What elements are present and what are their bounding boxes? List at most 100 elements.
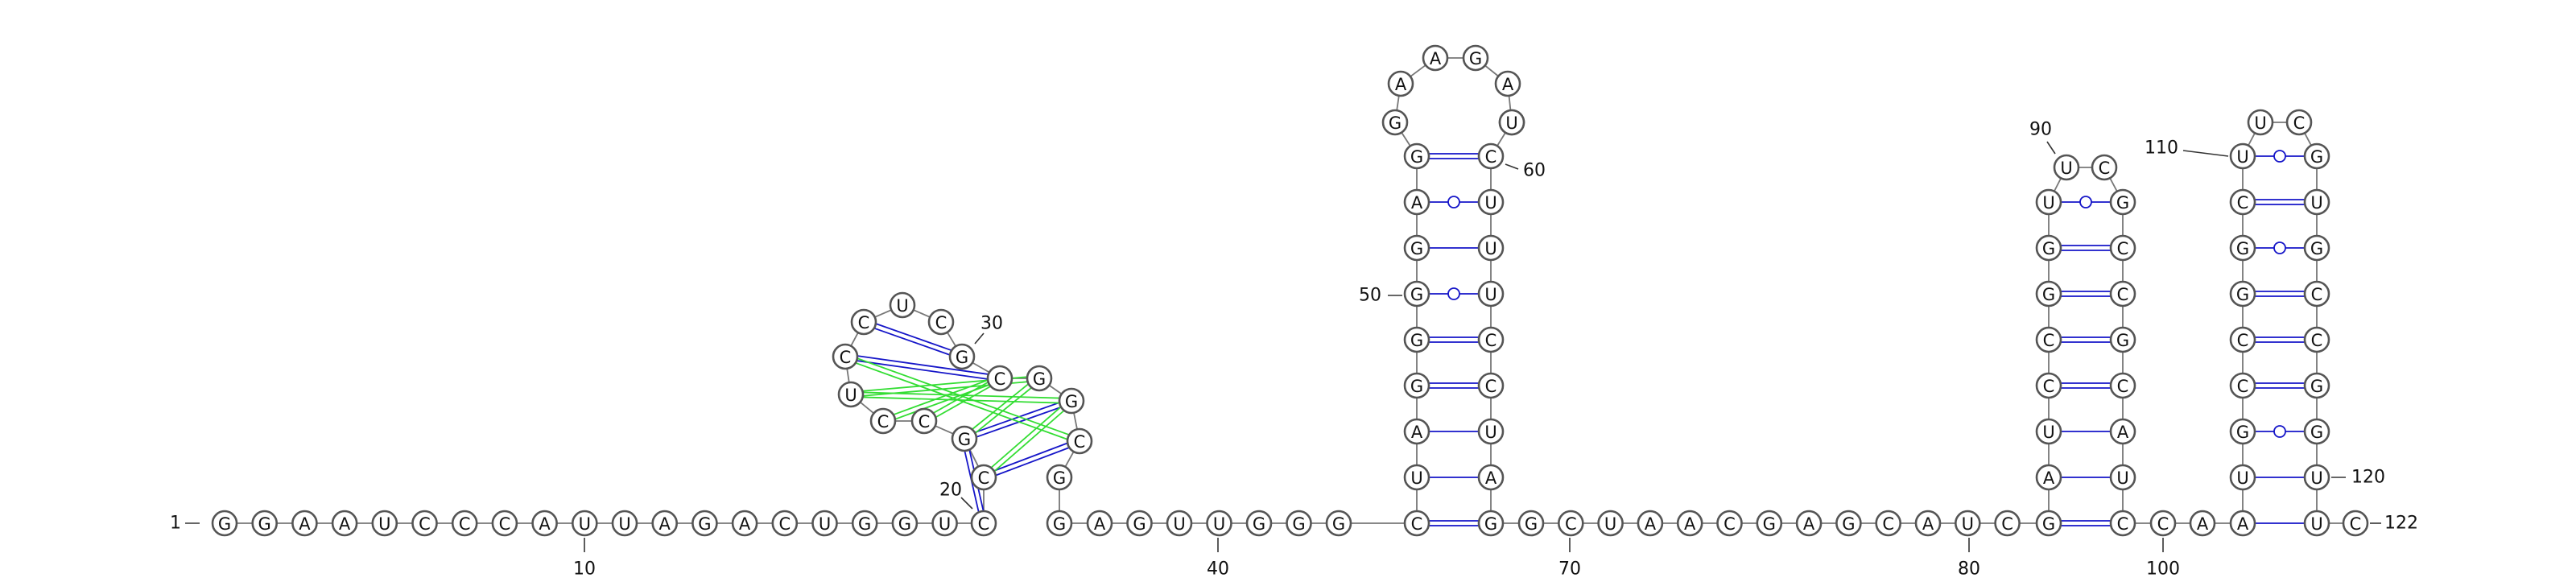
nucleotide: C (2229, 188, 2256, 216)
pseudoknot-pair-line (933, 381, 989, 414)
nucleotide: C (2342, 510, 2369, 537)
backbone-segment (913, 309, 931, 318)
wobble-pair-marker (2273, 241, 2286, 254)
nucleotide-circle (2091, 154, 2118, 181)
nucleotide: A (731, 510, 758, 537)
gc-pair-line (995, 447, 1070, 477)
nucleotide-letter: A (2237, 514, 2249, 534)
nucleotide: U (2035, 418, 2062, 445)
nucleotide-letter: U (2236, 468, 2248, 488)
backbone-segment (2248, 132, 2256, 147)
nucleotide-letter: U (1604, 514, 1616, 534)
nucleotide: G (2303, 372, 2330, 399)
nucleotide-circle (1206, 510, 1232, 537)
nucleotide: U (2247, 109, 2274, 136)
nucleotide: G (1058, 387, 1085, 415)
nucleotide-letter: G (858, 514, 871, 534)
nucleotide-circle (1477, 372, 1505, 399)
nucleotide: U (2109, 464, 2136, 491)
nucleotide-letter: A (2197, 514, 2209, 534)
nucleotide-letter: U (1484, 239, 1496, 258)
nucleotide-letter: G (1410, 331, 1423, 350)
backbone-segment (2109, 177, 2118, 192)
nucleotide-circle (411, 510, 438, 537)
nucleotide-letter: C (1882, 514, 1894, 534)
position-label-70: 70 (1558, 559, 1581, 580)
nucleotide: A (1477, 464, 1505, 491)
nucleotide: A (331, 510, 358, 537)
nucleotide-circle (1914, 510, 1942, 537)
nucleotide-letter: G (218, 514, 231, 534)
nucleotide-circle (2303, 234, 2330, 262)
nucleotide-letter: U (2310, 514, 2322, 534)
nucleotide: A (1914, 510, 1942, 537)
nucleotide-circle (970, 464, 997, 491)
nucleotide: A (1403, 188, 1430, 216)
nucleotide: C (1066, 427, 1093, 455)
nucleotide-letter: C (2043, 377, 2055, 396)
nucleotide-letter: U (579, 514, 591, 534)
nucleotide-letter: A (2043, 468, 2055, 488)
nucleotide-circle (1245, 510, 1273, 537)
nucleotide: C (451, 510, 478, 537)
nucleotide-circle (951, 425, 978, 452)
nucleotide: G (2303, 418, 2330, 445)
nucleotide-circle (2229, 464, 2256, 491)
nucleotide-letter: G (2310, 423, 2323, 442)
position-label-60: 60 (1523, 161, 1546, 181)
nucleotide: C (411, 510, 438, 537)
nucleotide-circle (2303, 464, 2330, 491)
nucleotide: G (891, 510, 919, 537)
nucleotide: U (1477, 188, 1505, 216)
nucleotide-circle (1387, 70, 1414, 97)
nucleotide: U (1477, 280, 1505, 308)
nucleotide: C (491, 510, 518, 537)
nucleotide-letter: G (2236, 285, 2249, 304)
backbone-segment (1484, 64, 1499, 77)
nucleotide: C (2109, 510, 2136, 537)
nucleotide-letter: C (1074, 432, 1086, 452)
position-label-90: 90 (2029, 120, 2052, 140)
nucleotide-circle (1126, 510, 1153, 537)
nucleotide: C (1716, 510, 1743, 537)
nucleotide-letter: C (2117, 514, 2129, 534)
nucleotide-letter: C (2293, 114, 2306, 133)
backbone-segment (874, 309, 892, 318)
backbone-segment (1496, 132, 1506, 147)
nucleotide-circle (2229, 326, 2256, 353)
nucleotide: G (1756, 510, 1783, 537)
nucleotide: G (2035, 280, 2062, 308)
nucleotide: G (691, 510, 718, 537)
wobble-pair-marker (2079, 196, 2092, 208)
backbone-segment (946, 332, 957, 347)
nucleotide: C (2149, 510, 2177, 537)
nucleotide-circle (1716, 510, 1743, 537)
nucleotide: U (2053, 154, 2080, 181)
nucleotide-circle (2229, 510, 2256, 537)
pseudoknot-pair-line (894, 384, 990, 420)
nucleotide-circle (2035, 418, 2062, 445)
nucleotide: U (2035, 188, 2062, 216)
nucleotide-circle (2229, 142, 2256, 170)
position-label-110: 110 (2145, 138, 2178, 159)
wobble-pair-marker (1447, 287, 1460, 300)
nucleotide-circle (1066, 427, 1093, 455)
nucleotide-circle (2109, 188, 2136, 216)
position-label-80: 80 (1958, 559, 1980, 580)
nucleotide-circle (811, 510, 838, 537)
nucleotide-letter: U (844, 386, 857, 405)
backbone-layer (237, 57, 2343, 524)
nucleotide: C (2229, 372, 2256, 399)
nucleotide-letter: G (2310, 239, 2323, 258)
nucleotide-letter: C (459, 514, 471, 534)
nucleotide-circle (927, 308, 955, 336)
position-label-122: 122 (2384, 514, 2418, 534)
nucleotide-letter: U (1505, 114, 1517, 133)
nucleotide-letter: G (1389, 114, 1402, 133)
nucleotide-circle (1046, 464, 1073, 491)
nucleotide-circle (1558, 510, 1584, 537)
nucleotide-circle (1477, 188, 1505, 216)
nucleotide-circle (2303, 372, 2330, 399)
nucleotide: C (1477, 142, 1505, 170)
